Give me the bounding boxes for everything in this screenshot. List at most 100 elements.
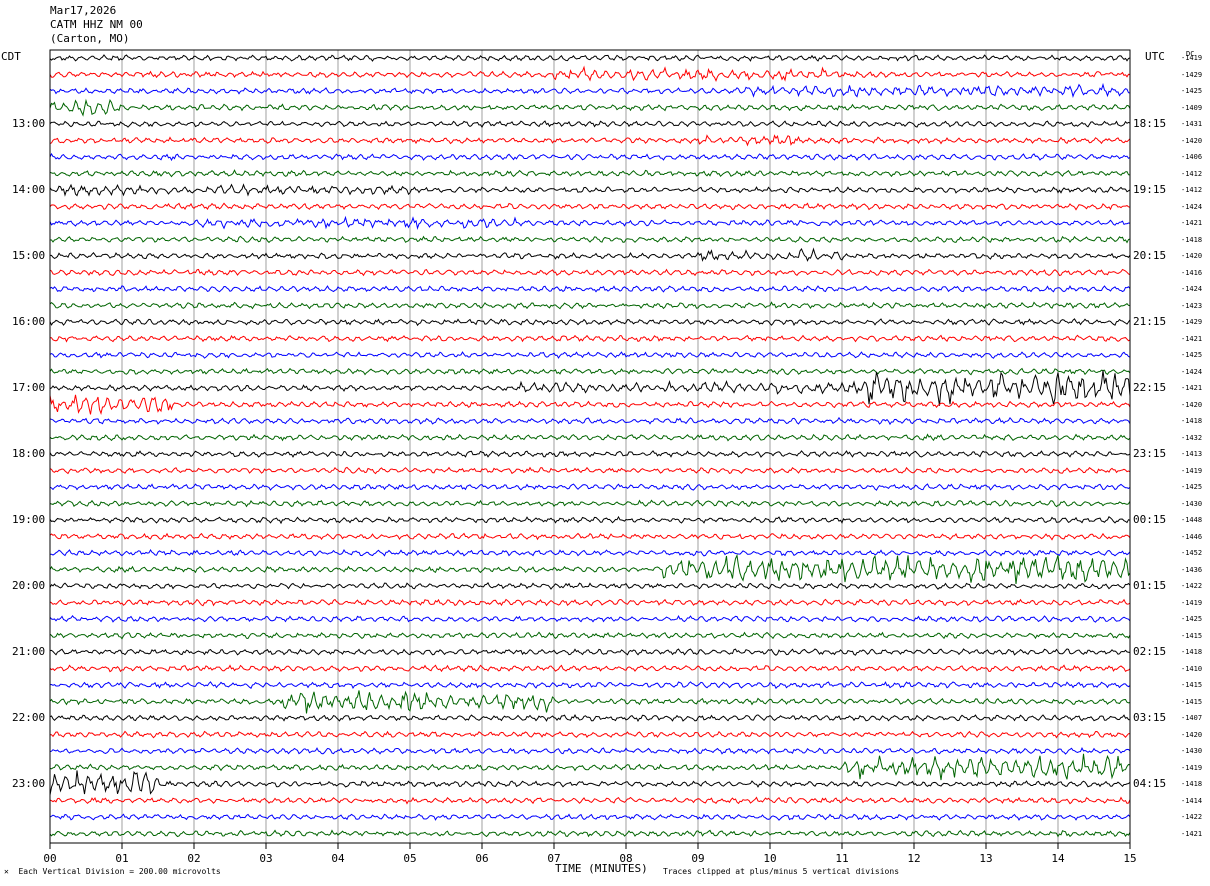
dc-offset-label: -1415 [1181, 697, 1203, 706]
x-tick-label-05: 05 [403, 852, 417, 865]
dc-offset-label: -1425 [1181, 351, 1203, 359]
dc-offset-label: -1429 [1181, 318, 1203, 326]
right-hour-label: 22:15 [1133, 381, 1167, 394]
dc-offset-label: -1425 [1181, 87, 1203, 95]
trace-40 [49, 714, 1131, 723]
trace-24 [49, 450, 1131, 458]
trace-43 [49, 753, 1131, 781]
dc-offset-label: -1421 [1181, 829, 1203, 838]
right-hour-label: 02:15 [1133, 645, 1167, 658]
right-hour-label: 00:15 [1133, 513, 1167, 526]
left-hour-label: 21:00 [12, 645, 46, 658]
x-tick-label-12: 12 [907, 852, 921, 865]
dc-offset-label: -1422 [1181, 813, 1203, 821]
right-hour-label: 19:15 [1133, 183, 1167, 196]
trace-17 [50, 334, 1131, 343]
x-axis-title: TIME (MINUTES) [555, 862, 648, 875]
trace-20 [49, 370, 1131, 406]
trace-22 [49, 416, 1131, 426]
trace-34 [49, 614, 1131, 623]
x-tick-label-09: 09 [691, 852, 705, 865]
right-hour-label: 18:15 [1133, 117, 1167, 130]
dc-offset-label: -1415 [1181, 681, 1203, 689]
left-hour-label: 13:00 [12, 117, 46, 130]
trace-25 [49, 466, 1131, 475]
left-hour-label: 18:00 [12, 447, 46, 460]
x-tick-label-15: 15 [1123, 852, 1137, 865]
dc-offset-label: -1418 [1181, 648, 1203, 656]
trace-2 [49, 82, 1131, 98]
left-hour-label: 16:00 [12, 315, 46, 328]
footer-clip-note: Traces clipped at plus/minus 5 vertical … [663, 867, 900, 876]
dc-offset-label: -1423 [1181, 301, 1203, 310]
dc-offset-label: -1420 [1181, 136, 1203, 145]
minute-gridlines [49, 50, 1131, 849]
dc-offset-label: -1412 [1181, 169, 1203, 178]
dc-offset-label: -1414 [1181, 796, 1203, 805]
trace-47 [49, 829, 1131, 838]
trace-1 [49, 65, 1131, 83]
left-hour-label: 22:00 [12, 711, 46, 724]
left-hour-label: 14:00 [12, 183, 46, 196]
trace-46 [49, 813, 1131, 821]
plot-station: CATM HHZ NM 00 [50, 18, 143, 31]
dc-offset-label: -1422 [1181, 582, 1203, 590]
trace-14 [49, 285, 1131, 293]
seismic-traces [49, 54, 1131, 838]
dc-offset-label: -1430 [1181, 499, 1203, 508]
dc-offset-label: -1421 [1181, 334, 1203, 343]
left-timezone-label: CDT [1, 50, 21, 63]
left-hour-label: 23:00 [12, 777, 46, 790]
trace-8 [49, 183, 1131, 197]
trace-5 [49, 134, 1131, 147]
trace-9 [49, 202, 1131, 211]
trace-3 [49, 98, 1131, 117]
trace-45 [49, 796, 1131, 805]
right-hour-label: 20:15 [1133, 249, 1167, 262]
dc-offset-label: -1420 [1181, 400, 1203, 409]
trace-38 [49, 681, 1131, 690]
left-hour-label: 19:00 [12, 513, 46, 526]
dc-offset-label: -1424 [1181, 202, 1203, 211]
dc-offset-label: -1416 [1181, 268, 1203, 277]
dc-offset-label: -1425 [1181, 483, 1203, 491]
dc-offset-label: -1418 [1181, 235, 1203, 244]
trace-44 [49, 770, 1131, 796]
left-hour-label: 15:00 [12, 249, 46, 262]
left-hour-label: 17:00 [12, 381, 46, 394]
trace-7 [49, 169, 1131, 178]
trace-19 [49, 367, 1131, 376]
right-hour-label: 21:15 [1133, 315, 1167, 328]
trace-18 [49, 351, 1131, 359]
trace-42 [49, 746, 1131, 755]
trace-29 [49, 532, 1131, 541]
dc-offset-label: -1418 [1181, 780, 1203, 788]
dc-offset-label: -1446 [1181, 532, 1203, 541]
dc-offset-label: -1419 [1181, 763, 1203, 772]
trace-27 [49, 499, 1131, 508]
plot-location: (Carton, MO) [50, 32, 130, 45]
dc-offset-label: -1407 [1181, 714, 1203, 722]
dc-offset-label: -1452 [1181, 549, 1203, 557]
dc-offset-label: -1424 [1181, 367, 1203, 376]
dc-offset-label: -1420 [1181, 730, 1203, 739]
trace-30 [49, 548, 1131, 557]
dc-header-label: DC [1186, 50, 1195, 58]
x-tick-label-07: 07 [547, 852, 561, 865]
right-hour-label: 01:15 [1133, 579, 1167, 592]
trace-26 [49, 483, 1131, 491]
trace-13 [49, 268, 1131, 277]
right-hour-label: 23:15 [1133, 447, 1167, 460]
x-tick-label-01: 01 [115, 852, 129, 865]
trace-15 [49, 301, 1131, 310]
trace-11 [49, 235, 1131, 244]
right-hour-label: 04:15 [1133, 777, 1167, 790]
dc-offset-label: -1413 [1181, 450, 1203, 458]
trace-10 [49, 215, 1131, 230]
x-tick-label-08: 08 [619, 852, 633, 865]
dc-offset-label: -1429 [1181, 70, 1203, 79]
trace-28 [49, 515, 1131, 525]
dc-offset-label: -1421 [1181, 219, 1203, 227]
x-tick-label-10: 10 [763, 852, 777, 865]
